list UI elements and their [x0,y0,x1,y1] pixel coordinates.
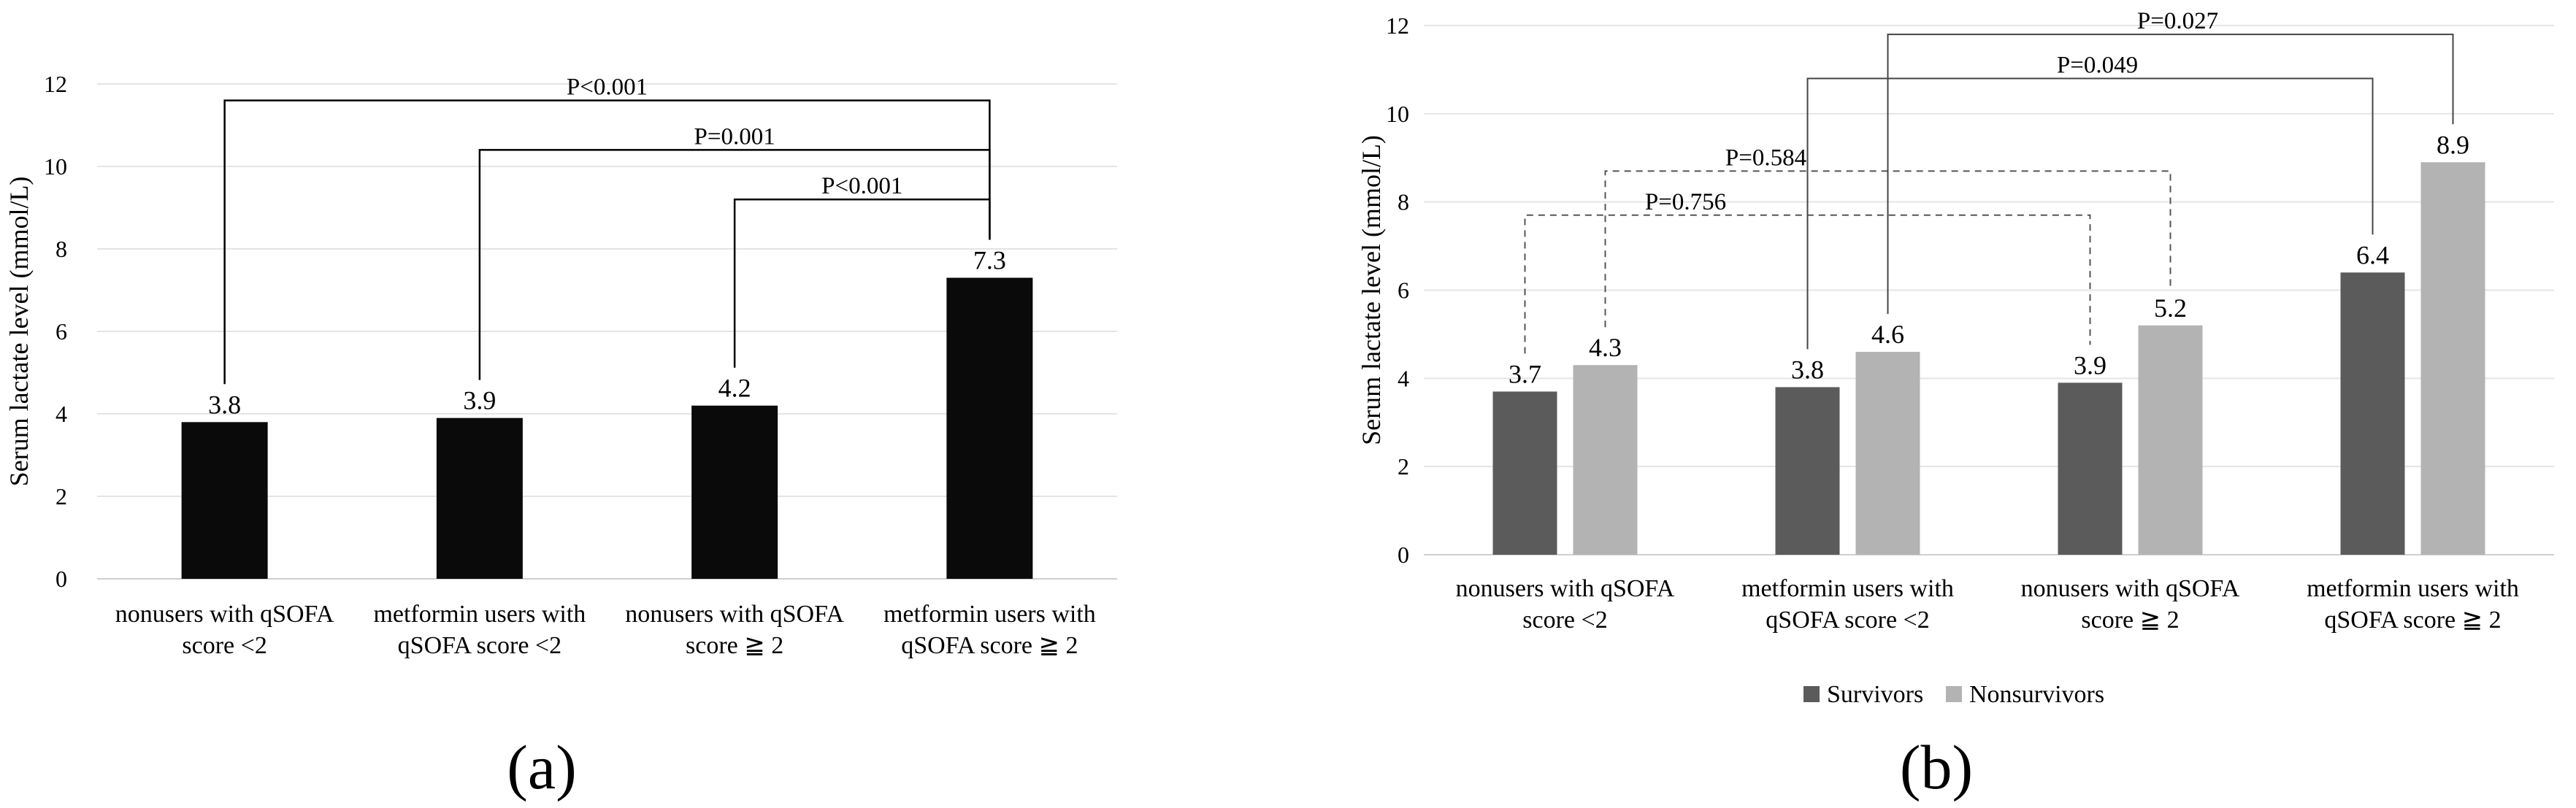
panel-a-x-tick-label: score <2 [182,632,267,659]
panel-b-x-tick-label: metformin users with [2307,575,2519,602]
panel-b-y-tick-label: 2 [1398,453,1409,480]
panel-b-legend-label: Nonsurvivors [1969,681,2104,708]
panel-a-x-tick-label: metformin users with [373,601,586,628]
panel-a-y-tick-label: 2 [55,483,67,509]
panel-a-x-tick-label: nonusers with qSOFA [625,601,844,628]
panel-a-bar [691,405,778,579]
panel-a-x-tick-label: qSOFA score ≧ 2 [901,632,1078,659]
panel-a-bar-data-label: 4.2 [718,374,751,403]
panel-a-x-tick-label: score ≧ 2 [686,632,783,659]
panel-b-x-tick-label: qSOFA score ≧ 2 [2324,607,2501,634]
panel-b-p-value-label: P=0.584 [1725,145,1806,171]
panel-b-bar-nonsurvivors [2138,325,2203,555]
panel-b-y-axis-label: Serum lactate level (mmol/L) [1357,135,1386,445]
panel-b-p-value-label: P=0.756 [1645,189,1726,215]
panel-a-significance-bracket [478,149,991,380]
panel-a-chart: 0 2 4 6 8 10 12 Serum lactate level (mmol/L) 3.8… [4,71,1117,802]
panel-b-x-tick-label: score <2 [1522,607,1607,634]
panel-a-y-axis-label: Serum lactate level (mmol/L) [4,177,34,487]
panel-b-bar-data-label: 3.9 [2074,350,2107,380]
panel-b-x-tick-label: metformin users with [1741,575,1954,602]
panel-b-bar-data-label: 3.8 [1791,355,1824,384]
panel-b-bar-survivors [1775,387,1840,555]
panel-a-y-tick-label: 12 [44,71,67,97]
panel-a-bar [436,418,523,579]
panel-b-x-tick-label: nonusers with qSOFA [2021,575,2240,602]
panel-b-p-value-label: P=0.049 [2057,53,2138,79]
panel-b-bar-survivors [1492,391,1557,555]
panel-b-bar-nonsurvivors [2420,162,2485,555]
panel-b-y-tick-label: 10 [1386,101,1409,127]
panel-b-bar-data-label: 5.2 [2154,293,2187,323]
panel-b-x-tick-label: nonusers with qSOFA [1456,575,1675,602]
panel-b-bar-data-label: 8.9 [2437,130,2469,159]
panel-a-bar [946,277,1033,579]
panel-a-bar-data-label: 7.3 [973,246,1006,275]
panel-b-legend-swatch [1803,686,1820,702]
panel-a-significance-bracket [223,99,991,385]
panel-b-y-tick-label: 0 [1398,542,1409,568]
panel-a-y-tick-label: 10 [44,153,67,180]
panel-a-y-tick-label: 8 [55,236,67,262]
panel-b-bar-survivors [2058,382,2123,555]
panel-b-significance-bracket [1806,77,2374,350]
panel-a-p-value-label: P<0.001 [821,173,902,199]
panel-b-bar-data-label: 3.7 [1509,359,1541,388]
panel-a-y-tick-label: 0 [55,566,67,592]
panel-b-x-tick-label: qSOFA score <2 [1766,607,1929,634]
panel-a-bar-data-label: 3.9 [463,386,496,415]
panel-b-y-tick-label: 12 [1386,12,1409,39]
panel-b-legend-label: Survivors [1827,681,1923,708]
panel-a-y-tick-label: 4 [55,401,67,427]
panel-a-p-value-label: P=0.001 [694,123,775,150]
panel-a-bar [181,422,268,579]
panel-a-x-tick-label: qSOFA score <2 [398,632,561,659]
panel-a-label: (a) [507,732,576,802]
panel-a-bar-data-label: 3.8 [208,390,241,419]
panel-a-significance-bracket [733,198,991,368]
panel-b-chart: 0 2 4 6 8 10 12 Serum lactate level (mmol/L) 3.7… [1357,8,2554,802]
panel-b-y-tick-label: 8 [1398,189,1409,215]
panel-a-p-value-label: P<0.001 [567,74,648,101]
panel-b-x-tick-label: score ≧ 2 [2081,607,2179,634]
panel-b-bar-data-label: 4.6 [1871,320,1904,349]
panel-a-x-tick-label: metformin users with [883,601,1096,628]
panel-a-x-tick-label: nonusers with qSOFA [115,601,334,628]
panel-b-label: (b) [1900,732,1973,802]
panel-b-y-tick-label: 6 [1398,277,1409,304]
panel-b-bar-data-label: 4.3 [1589,333,1622,362]
panel-b-significance-bracket [1887,34,2454,315]
panel-b-legend-swatch [1946,686,1962,702]
panel-b-p-value-label: P=0.027 [2137,8,2218,34]
panel-b-bar-nonsurvivors [1855,352,1920,555]
panel-b-bar-data-label: 6.4 [2356,240,2389,269]
panel-b-bar-nonsurvivors [1573,365,1638,555]
panel-b-y-tick-label: 4 [1398,365,1409,391]
panel-b-bar-survivors [2340,272,2405,555]
panel-a-y-tick-label: 6 [55,318,67,345]
